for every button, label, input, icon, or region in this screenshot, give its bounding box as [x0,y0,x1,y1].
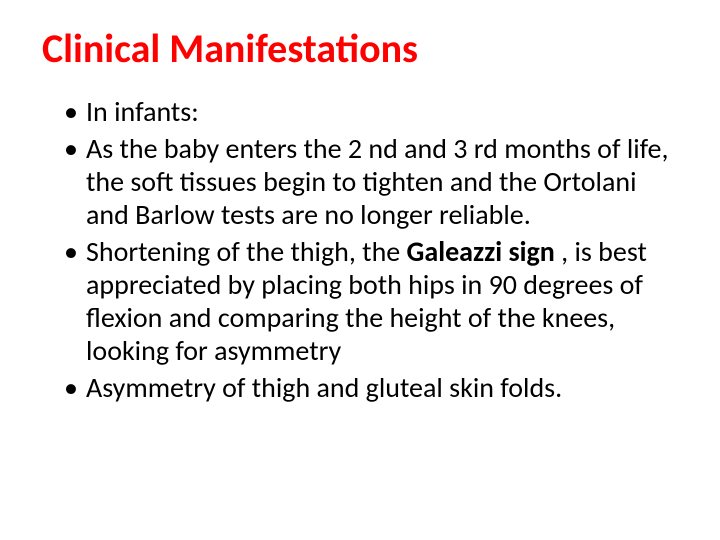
slide: Clinical Manifestations In infants:As th… [0,0,720,540]
text-run: Shortening of the thigh, the [86,234,407,269]
text-run: In infants: [86,94,199,129]
bullet-list: In infants:As the baby enters the 2 nd a… [36,95,684,404]
bullet-item: In infants: [64,95,684,128]
text-run: Galeazzi sign [407,234,562,269]
text-run: As the baby enters the 2 nd and 3 rd mon… [86,131,668,232]
bullet-item: Shortening of the thigh, the Galeazzi si… [64,235,684,367]
slide-title: Clinical Manifestations [42,24,684,73]
bullet-item: Asymmetry of thigh and gluteal skin fold… [64,371,684,404]
text-run: Asymmetry of thigh and gluteal skin fold… [86,370,562,405]
bullet-item: As the baby enters the 2 nd and 3 rd mon… [64,132,684,231]
